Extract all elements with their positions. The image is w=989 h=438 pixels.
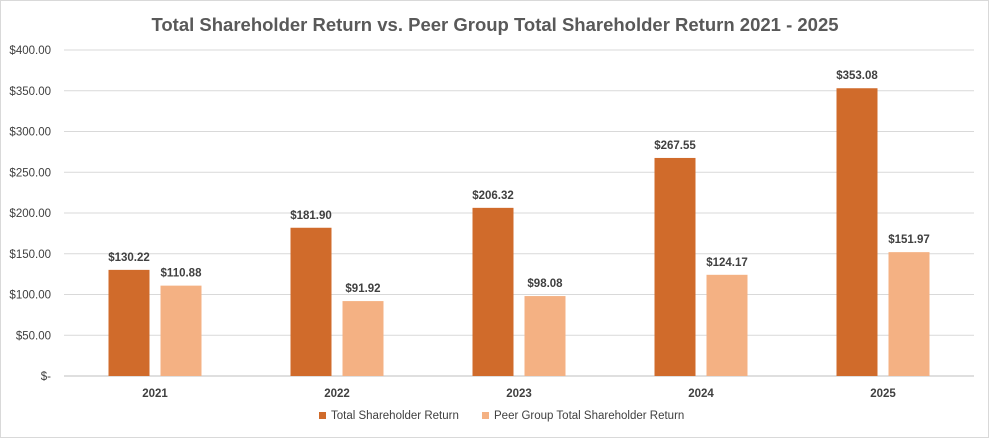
y-tick-label: $150.00 — [9, 249, 51, 261]
gridlines — [64, 49, 974, 377]
bar-peer-tsr-2022 — [342, 301, 384, 376]
data-label: $110.88 — [161, 268, 203, 280]
data-label: $181.90 — [290, 210, 332, 222]
legend-swatch — [482, 412, 489, 419]
data-labels: $130.22 $110.88 $181.90 $91.92 $206.32 $98.08… — [108, 70, 930, 295]
data-label: $91.92 — [345, 283, 380, 295]
data-label: $151.97 — [888, 234, 930, 246]
data-label: $206.32 — [472, 190, 514, 202]
y-tick-label: $100.00 — [9, 290, 51, 302]
chart-title: Total Shareholder Return vs. Peer Group … — [151, 14, 838, 35]
y-tick-label: $- — [41, 371, 51, 383]
x-tick-label: 2025 — [870, 388, 896, 400]
y-axis-tick-labels: $- $50.00 $100.00 $150.00 $200.00 $250.00 $300… — [9, 45, 51, 383]
y-tick-label: $200.00 — [9, 208, 51, 220]
x-tick-label: 2023 — [506, 388, 532, 400]
y-tick-label: $250.00 — [9, 167, 51, 179]
bars — [108, 88, 930, 376]
legend: Total Shareholder Return Peer Group Total… — [319, 410, 684, 422]
bar-tsr-2024 — [654, 157, 696, 376]
legend-label: Total Shareholder Return — [331, 410, 459, 422]
y-tick-label: $50.00 — [16, 330, 51, 342]
x-tick-label: 2021 — [142, 388, 168, 400]
data-label: $98.08 — [527, 278, 563, 290]
bar-peer-tsr-2021 — [160, 285, 202, 376]
data-label: $124.17 — [706, 257, 748, 269]
bar-tsr-2022 — [290, 227, 332, 376]
y-tick-label: $400.00 — [9, 45, 51, 57]
data-label: $130.22 — [108, 252, 150, 264]
y-tick-label: $300.00 — [9, 127, 51, 139]
legend-swatch — [319, 412, 326, 419]
x-tick-label: 2022 — [324, 388, 350, 400]
bar-peer-tsr-2024 — [706, 274, 748, 376]
data-label: $267.55 — [654, 140, 696, 152]
x-tick-label: 2024 — [688, 388, 714, 400]
bar-tsr-2023 — [472, 207, 514, 376]
bar-tsr-2025 — [836, 88, 878, 376]
bar-tsr-2021 — [108, 269, 150, 376]
data-label: $353.08 — [836, 70, 878, 82]
bar-peer-tsr-2023 — [524, 296, 566, 376]
y-tick-label: $350.00 — [9, 86, 51, 98]
bar-peer-tsr-2025 — [888, 252, 930, 376]
legend-label: Peer Group Total Shareholder Return — [494, 410, 684, 422]
x-axis-tick-labels: 2021 2022 2023 2024 2025 — [142, 388, 896, 400]
